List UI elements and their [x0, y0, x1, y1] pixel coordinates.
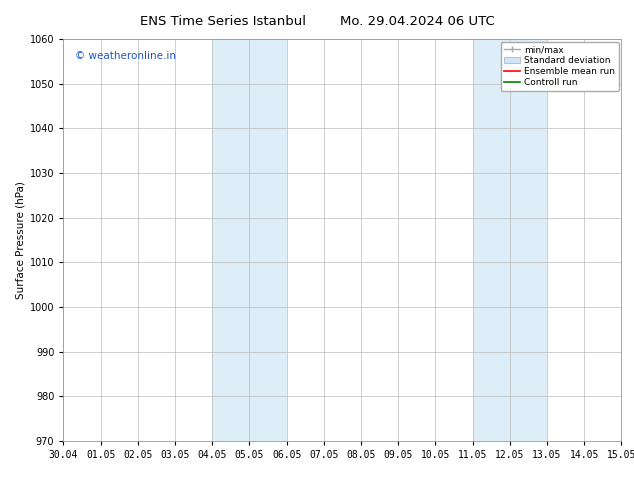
- Text: © weatheronline.in: © weatheronline.in: [75, 51, 176, 61]
- Y-axis label: Surface Pressure (hPa): Surface Pressure (hPa): [16, 181, 25, 299]
- Bar: [472, 39, 547, 441]
- Text: ENS Time Series Istanbul        Mo. 29.04.2024 06 UTC: ENS Time Series Istanbul Mo. 29.04.2024 …: [139, 15, 495, 28]
- Bar: [212, 39, 287, 441]
- Legend: min/max, Standard deviation, Ensemble mean run, Controll run: min/max, Standard deviation, Ensemble me…: [500, 42, 619, 91]
